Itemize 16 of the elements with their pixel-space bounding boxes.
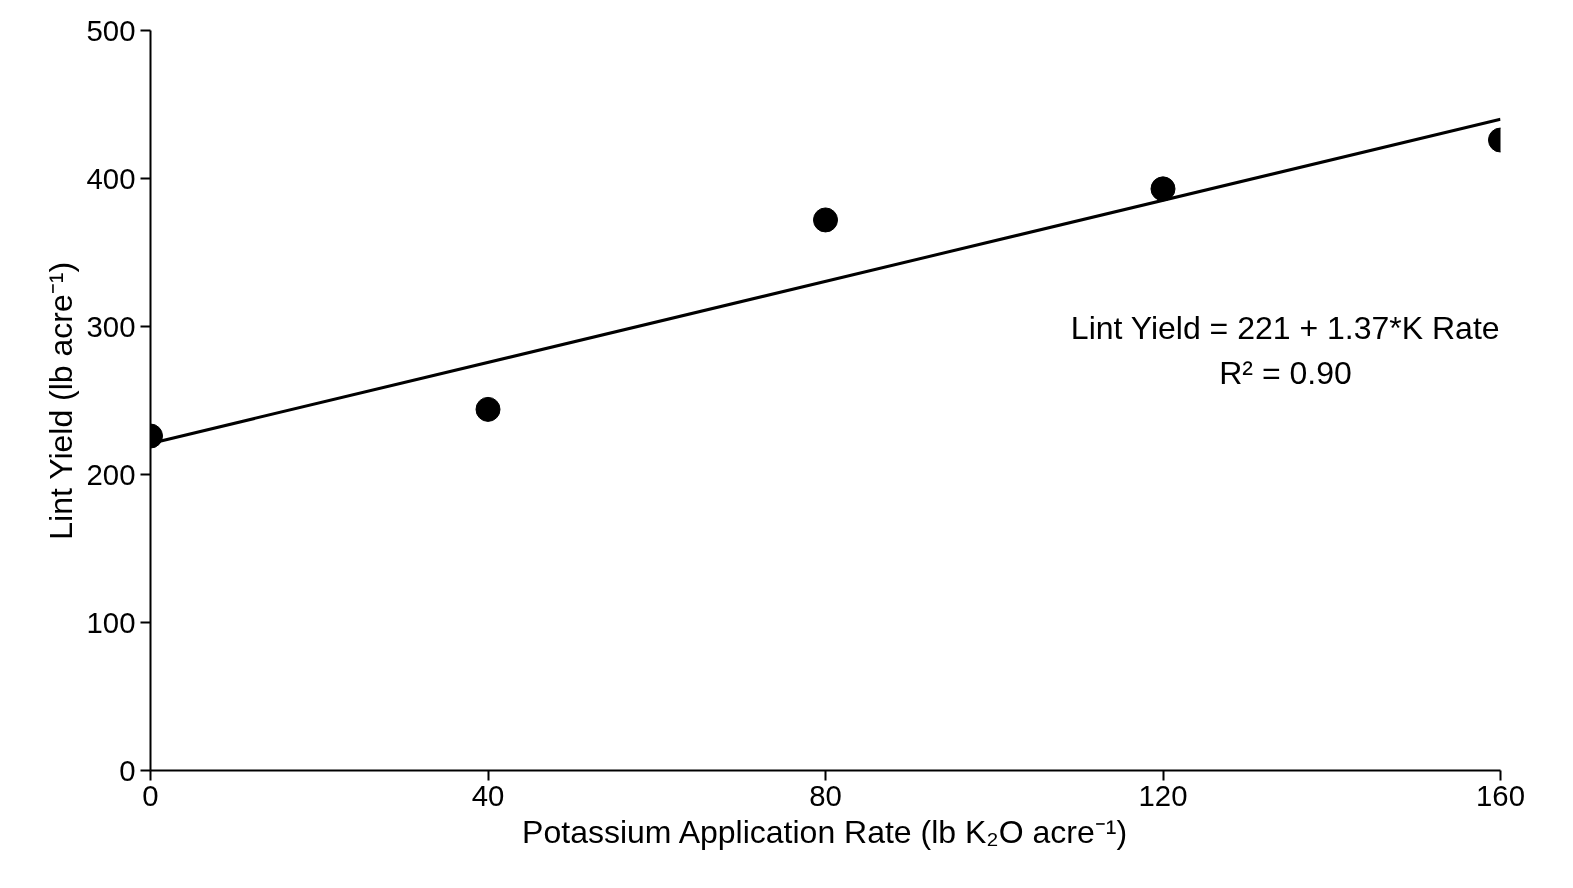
y-tick-label: 100 <box>86 605 136 639</box>
x-tick-label: 0 <box>142 778 159 812</box>
y-tick-label: 300 <box>86 309 136 343</box>
x-tick-label: 160 <box>1476 778 1525 812</box>
annotation: R² = 0.90 <box>1219 354 1352 391</box>
y-tick-label: 0 <box>119 753 136 787</box>
annotation: Lint Yield = 221 + 1.37*K Rate <box>1070 309 1500 346</box>
y-tick-label: 400 <box>86 161 136 195</box>
point <box>813 207 838 233</box>
y-tick-label: 500 <box>86 13 136 47</box>
x-tick-label: 80 <box>809 778 842 812</box>
x-tick-label: 120 <box>1138 778 1188 812</box>
x-axis-title: Potassium Application Rate (lb K₂O acre⁻¹) <box>522 813 1128 850</box>
y-tick-label: 200 <box>86 457 136 491</box>
x-tick-label: 40 <box>471 778 505 812</box>
y-axis-title: Lint Yield (lb acre⁻¹) <box>42 261 79 540</box>
